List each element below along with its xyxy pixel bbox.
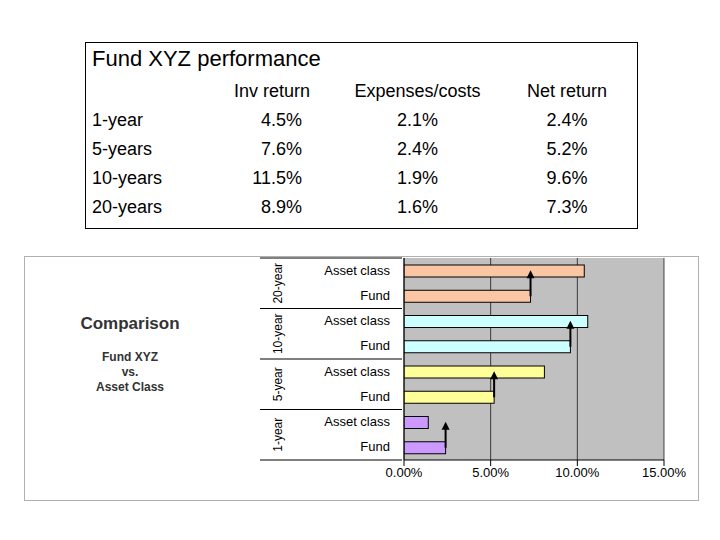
html-text:1.6%: 1.6% (397, 197, 438, 217)
svg-text:15.00%: 15.00% (642, 465, 687, 480)
html-text:2.1%: 2.1% (397, 110, 438, 130)
html-text:5.2%: 5.2% (546, 139, 588, 159)
svg-text:Fund: Fund (360, 389, 390, 404)
svg-text:Asset class: Asset class (324, 414, 390, 429)
html-text:10-years: 10-years (92, 168, 162, 188)
html-text:7.6%: 7.6% (261, 139, 302, 159)
html-text:2.4%: 2.4% (397, 139, 438, 159)
svg-text:Asset class: Asset class (324, 364, 390, 379)
html-text:Comparison: Comparison (80, 314, 180, 333)
svg-text:Fund: Fund (360, 439, 390, 454)
html-text:7.3%: 7.3% (546, 197, 588, 217)
svg-text:Fund: Fund (360, 288, 390, 303)
svg-text:0.00%: 0.00% (386, 465, 423, 480)
html-text:vs.: vs. (121, 365, 139, 379)
html-text:Fund XYZ performance: Fund XYZ performance (92, 46, 321, 71)
html-text:20-years: 20-years (92, 197, 162, 217)
html-text:1.9%: 1.9% (397, 168, 438, 188)
html-text:Asset Class: Asset Class (96, 380, 164, 394)
html-text:9.6%: 9.6% (546, 168, 588, 188)
html-text:11.5%: 11.5% (252, 168, 302, 188)
html-text:2.4%: 2.4% (546, 110, 588, 130)
html-text:4.5%: 4.5% (261, 110, 302, 130)
svg-text:10.00%: 10.00% (555, 465, 600, 480)
svg-text:5-year: 5-year (271, 367, 285, 401)
html-text:8.9%: 8.9% (261, 197, 302, 217)
svg-text:5.00%: 5.00% (472, 465, 509, 480)
svg-text:Asset class: Asset class (324, 313, 390, 328)
html-text:Fund XYZ: Fund XYZ (102, 350, 158, 364)
svg-text:Fund: Fund (360, 338, 390, 353)
svg-text:20-year: 20-year (271, 263, 285, 304)
html-text:Inv return: Inv return (234, 81, 310, 101)
svg-text:10-year: 10-year (271, 313, 285, 354)
svg-text:1-year: 1-year (271, 418, 285, 452)
html-text:Net return: Net return (527, 81, 607, 101)
html-text:1-year: 1-year (92, 110, 143, 130)
html-text:5-years: 5-years (92, 139, 152, 159)
html-text:Expenses/costs: Expenses/costs (354, 81, 481, 101)
svg-text:Asset class: Asset class (324, 263, 390, 278)
